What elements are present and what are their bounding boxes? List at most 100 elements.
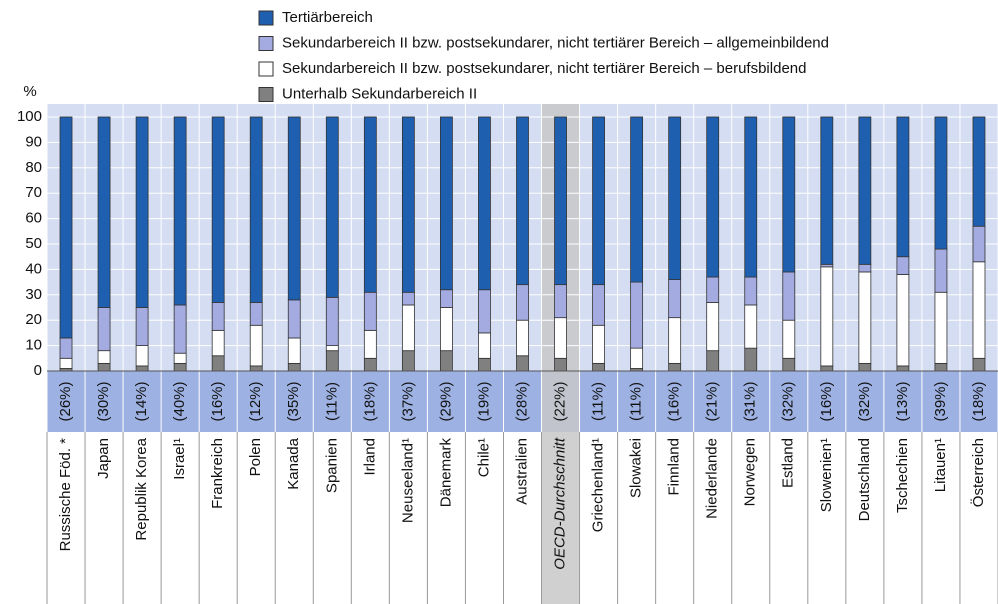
- x-tick-label: Chile¹: [475, 438, 492, 477]
- annotation: (32%): [780, 381, 797, 421]
- x-tick-label: Australien: [513, 438, 530, 505]
- bar-segment: [211, 355, 225, 372]
- bar-segment: [249, 365, 263, 372]
- bar-segment: [630, 347, 644, 369]
- bar-segment: [478, 289, 491, 334]
- bar-segment: [858, 362, 872, 372]
- bar-segment: [706, 302, 720, 352]
- bar-segment: [516, 319, 529, 357]
- x-tick-label: Slowakei: [628, 438, 645, 498]
- legend-label: Sekundarbereich II bzw. postsekundarer, …: [282, 34, 829, 51]
- bar-segment: [554, 116, 567, 286]
- x-tick-label: Deutschland: [856, 438, 873, 521]
- bar-segment: [554, 284, 567, 319]
- x-tick-label: Irland: [361, 438, 378, 476]
- annotation: (13%): [894, 381, 911, 421]
- y-tick-label: 50: [25, 235, 42, 252]
- annotation: (19%): [475, 381, 492, 421]
- bar-segment: [744, 276, 758, 306]
- x-tick-label: Finnland: [666, 438, 683, 496]
- bar-segment: [97, 116, 111, 308]
- x-tick-label: Litauen¹: [932, 438, 949, 492]
- bar-segment: [325, 350, 339, 372]
- bar-segment: [401, 116, 415, 293]
- bar-segment: [782, 357, 796, 372]
- bar-segment: [592, 362, 605, 372]
- bar-segment: [896, 274, 910, 367]
- bar-segment: [363, 357, 377, 372]
- x-tick-label: OECD-Durchschnitt: [552, 437, 569, 570]
- bar-segment: [440, 307, 453, 352]
- annotation: (18%): [361, 381, 378, 421]
- annotation: (35%): [285, 381, 302, 421]
- y-tick-label: 10: [25, 337, 42, 354]
- bar-segment: [249, 116, 263, 303]
- legend-label: Unterhalb Sekundarbereich II: [282, 85, 477, 102]
- bar-segment: [325, 296, 339, 346]
- annotation: (18%): [970, 381, 987, 421]
- annotation-band: [47, 371, 998, 432]
- bar-segment: [325, 345, 339, 352]
- bar-segment: [706, 116, 720, 278]
- bar-segment: [173, 116, 187, 306]
- annotation: (16%): [666, 381, 683, 421]
- bar-segment: [59, 337, 73, 359]
- y-tick-label: 100: [17, 108, 42, 125]
- bar-segment: [934, 248, 948, 293]
- bar-segment: [97, 307, 111, 352]
- bar-segment: [820, 266, 834, 367]
- bar-segment: [744, 304, 758, 349]
- bar-segment: [401, 291, 415, 306]
- annotation: (14%): [133, 381, 150, 421]
- annotation: (16%): [209, 381, 226, 421]
- x-tick-label: Japan: [95, 438, 112, 479]
- annotation: (21%): [704, 381, 721, 421]
- y-tick-label: 0: [34, 362, 42, 379]
- bar-segment: [249, 324, 263, 367]
- x-tick-label: Neuseeland¹: [399, 438, 416, 523]
- annotation: (22%): [552, 381, 569, 421]
- bar-segment: [97, 362, 111, 372]
- annotation: (31%): [742, 381, 759, 421]
- bar-segment: [630, 281, 644, 349]
- bar-segment: [744, 347, 758, 372]
- legend-swatch: [258, 87, 274, 102]
- bar-segment: [858, 271, 872, 364]
- legend-label: Tertiärbereich: [282, 9, 373, 26]
- legend-swatch: [258, 61, 274, 77]
- bar-segment: [934, 362, 948, 372]
- bar-segment: [592, 324, 605, 364]
- bar-segment: [668, 279, 682, 319]
- bar-segment: [440, 289, 453, 308]
- bar-segment: [554, 317, 567, 359]
- bar-segment: [478, 332, 491, 359]
- y-tick-label: 40: [25, 260, 42, 277]
- bar-segment: [173, 304, 187, 354]
- bar-segment: [97, 350, 111, 364]
- y-tick-label: 70: [25, 184, 42, 201]
- bar-segment: [782, 116, 796, 273]
- x-tick-label: Niederlande: [704, 438, 721, 519]
- bar-segment: [896, 116, 910, 258]
- x-tick-label: Russische Föd. *: [57, 438, 74, 552]
- bar-segment: [211, 329, 225, 357]
- x-tick-label: Frankreich: [209, 438, 226, 509]
- annotation: (11%): [590, 382, 607, 421]
- bar-segment: [173, 352, 187, 364]
- annotation: (40%): [171, 381, 188, 421]
- x-tick-label: Polen: [247, 438, 264, 476]
- bar-segment: [668, 116, 682, 280]
- x-tick-label: Estland: [780, 438, 797, 488]
- bar-segment: [630, 116, 644, 283]
- bar-segment: [135, 345, 149, 367]
- bar-segment: [401, 304, 415, 352]
- bar-segment: [820, 365, 834, 372]
- bar-segment: [896, 365, 910, 372]
- x-tick-label: Österreich: [969, 438, 987, 507]
- bar-segment: [325, 116, 339, 298]
- x-tick-label: Slowenien¹: [818, 438, 835, 512]
- bar-segment: [440, 350, 453, 372]
- bar-segment: [554, 357, 567, 372]
- bar-segment: [287, 299, 301, 339]
